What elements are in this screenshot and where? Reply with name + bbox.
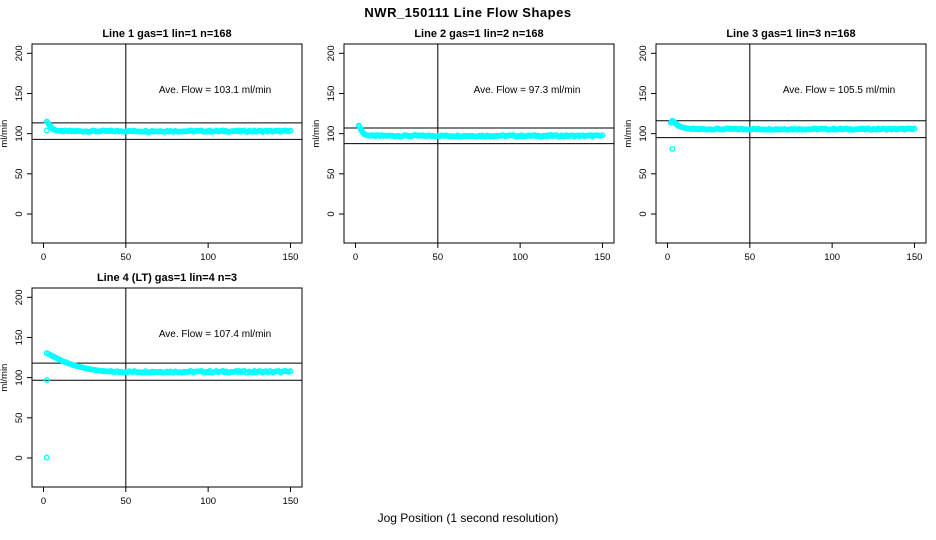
subplot-line-4-canvas: 0 50 100 150 0 50 100 150 200 ml/min	[0, 287, 303, 507]
y-tick-label: 100	[14, 126, 25, 142]
x-tick-label: 150	[283, 252, 299, 263]
y-tick-label: 0	[638, 211, 649, 216]
data-points	[43, 350, 294, 461]
subplot-line-2-canvas: 0 50 100 150 0 50 100 150 200 ml/min	[312, 43, 615, 263]
x-axis-ticks: 0 50 100 150	[665, 243, 923, 263]
y-tick-label: 50	[14, 169, 25, 180]
y-tick-label: 200	[638, 45, 649, 61]
subplot-line-1: 0 50 100 150 0 50 100 150 200 ml/min Line 1 gas=1…	[0, 26, 312, 270]
data-point	[43, 454, 50, 461]
data-point	[287, 368, 294, 375]
data-points	[43, 118, 294, 135]
subplot-title: Line 3 gas=1 lin=3 n=168	[726, 28, 856, 40]
y-tick-label: 50	[638, 169, 649, 180]
y-tick-label: 100	[326, 126, 337, 142]
x-tick-label: 0	[41, 252, 46, 263]
y-axis-unit-label: ml/min	[624, 120, 634, 148]
x-tick-label: 50	[745, 252, 756, 263]
x-axis-ticks: 0 50 100 150	[41, 243, 299, 263]
subplot-line-4: 0 50 100 150 0 50 100 150 200 ml/min Line 4 (LT) …	[0, 270, 312, 514]
y-tick-label: 150	[326, 86, 337, 102]
y-axis-unit-label: ml/min	[0, 364, 10, 392]
plot-box	[31, 287, 303, 488]
y-axis-unit-label: ml/min	[0, 120, 10, 148]
ave-flow-annotation: Ave. Flow = 103.1 ml/min	[158, 85, 272, 96]
x-tick-label: 100	[200, 252, 216, 263]
plot-box	[655, 43, 927, 244]
data-points	[667, 117, 918, 152]
x-axis-label: Jog Position (1 second resolution)	[377, 511, 559, 525]
x-tick-label: 150	[595, 252, 611, 263]
y-tick-label: 100	[14, 370, 25, 386]
y-tick-label: 100	[638, 126, 649, 142]
x-tick-label: 50	[121, 496, 132, 507]
y-tick-label: 200	[326, 45, 337, 61]
y-tick-label: 50	[326, 169, 337, 180]
ave-flow-annotation: Ave. Flow = 97.3 ml/min	[473, 85, 581, 96]
subplot-line-1-canvas: 0 50 100 150 0 50 100 150 200 ml/min	[0, 43, 303, 263]
plot-box	[31, 43, 303, 244]
x-tick-label: 150	[907, 252, 923, 263]
y-tick-label: 0	[14, 211, 25, 216]
y-axis-ticks: 0 50 100 150 200	[14, 289, 32, 461]
subplot-line-3-canvas: 0 50 100 150 0 50 100 150 200 ml/min	[624, 43, 927, 263]
data-point	[43, 377, 50, 384]
x-tick-label: 100	[200, 496, 216, 507]
ave-flow-annotation: Ave. Flow = 105.5 ml/min	[782, 85, 896, 96]
subplot-line-2: 0 50 100 150 0 50 100 150 200 ml/min Line 2 gas=1…	[312, 26, 624, 270]
ave-flow-annotation: Ave. Flow = 107.4 ml/min	[158, 329, 272, 340]
data-point	[43, 127, 50, 134]
figure-title: NWR_150111 Line Flow Shapes	[364, 5, 572, 20]
subplot-title: Line 1 gas=1 lin=1 n=168	[102, 28, 232, 40]
x-tick-label: 50	[121, 252, 132, 263]
x-tick-label: 0	[665, 252, 670, 263]
y-tick-label: 200	[14, 289, 25, 305]
y-tick-label: 50	[14, 413, 25, 424]
subplot-title: Line 2 gas=1 lin=2 n=168	[414, 28, 544, 40]
y-tick-label: 0	[14, 455, 25, 460]
y-axis-unit-label: ml/min	[312, 120, 322, 148]
data-point	[911, 125, 918, 132]
y-axis-ticks: 0 50 100 150 200	[638, 45, 656, 217]
x-axis-ticks: 0 50 100 150	[41, 487, 299, 507]
x-tick-label: 100	[512, 252, 528, 263]
data-point	[669, 145, 676, 152]
x-tick-label: 0	[353, 252, 358, 263]
y-tick-label: 0	[326, 211, 337, 216]
x-tick-label: 150	[283, 496, 299, 507]
y-tick-label: 150	[14, 86, 25, 102]
y-tick-label: 150	[14, 330, 25, 346]
x-axis-ticks: 0 50 100 150	[353, 243, 611, 263]
x-tick-label: 0	[41, 496, 46, 507]
y-tick-label: 150	[638, 86, 649, 102]
x-tick-label: 50	[433, 252, 444, 263]
subplot-title: Line 4 (LT) gas=1 lin=4 n=3	[96, 272, 238, 284]
data-point	[287, 127, 294, 134]
data-point	[599, 132, 606, 139]
y-axis-ticks: 0 50 100 150 200	[14, 45, 32, 217]
y-tick-label: 200	[14, 45, 25, 61]
x-tick-label: 100	[824, 252, 840, 263]
y-axis-ticks: 0 50 100 150 200	[326, 45, 344, 217]
data-points	[355, 122, 606, 140]
subplot-line-3: 0 50 100 150 0 50 100 150 200 ml/min Line 3 gas=1…	[624, 26, 936, 270]
